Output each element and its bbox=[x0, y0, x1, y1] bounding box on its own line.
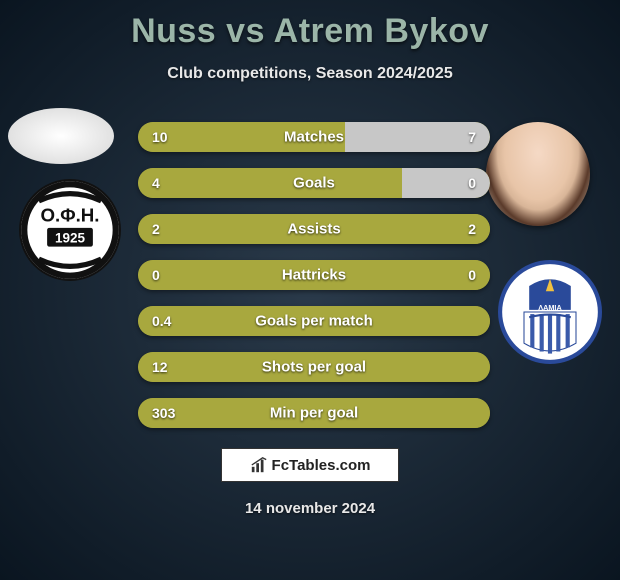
watermark: FcTables.com bbox=[221, 448, 399, 482]
chart-icon bbox=[250, 456, 268, 474]
stat-right-value: 0 bbox=[468, 175, 476, 191]
svg-text:Ο.Φ.Η.: Ο.Φ.Η. bbox=[41, 205, 100, 226]
stat-right-fill bbox=[402, 168, 490, 198]
svg-text:1925: 1925 bbox=[55, 230, 86, 245]
stat-left-fill bbox=[138, 168, 402, 198]
stat-row-assists: 2 Assists 2 bbox=[138, 214, 490, 244]
stat-label: Assists bbox=[287, 221, 340, 238]
svg-text:ΛΑΜΙΑ: ΛΑΜΙΑ bbox=[538, 303, 562, 312]
stat-row-hattricks: 0 Hattricks 0 bbox=[138, 260, 490, 290]
stats-block: 10 Matches 7 4 Goals 0 2 Assists 2 0 Hat… bbox=[138, 122, 490, 444]
club-logo-right: ΛΑΜΙΑ bbox=[498, 260, 602, 364]
stat-left-value: 4 bbox=[152, 175, 160, 191]
stat-label: Hattricks bbox=[282, 267, 346, 284]
stat-left-value: 12 bbox=[152, 359, 168, 375]
stat-row-goals: 4 Goals 0 bbox=[138, 168, 490, 198]
date-text: 14 november 2024 bbox=[245, 500, 375, 517]
stat-left-value: 0.4 bbox=[152, 313, 171, 329]
stat-label: Shots per goal bbox=[262, 359, 366, 376]
player-right-photo bbox=[486, 122, 590, 226]
stat-label: Matches bbox=[284, 129, 344, 146]
stat-left-value: 2 bbox=[152, 221, 160, 237]
player-left-photo bbox=[8, 108, 114, 164]
page-title: Nuss vs Atrem Bykov bbox=[0, 0, 620, 51]
stat-left-value: 0 bbox=[152, 267, 160, 283]
stat-label: Goals bbox=[293, 175, 335, 192]
watermark-text: FcTables.com bbox=[272, 457, 371, 474]
stat-label: Min per goal bbox=[270, 405, 358, 422]
stat-row-mpg: 303 Min per goal bbox=[138, 398, 490, 428]
stat-left-value: 10 bbox=[152, 129, 168, 145]
stat-label: Goals per match bbox=[255, 313, 373, 330]
stat-right-value: 0 bbox=[468, 267, 476, 283]
stat-right-value: 2 bbox=[468, 221, 476, 237]
stat-row-matches: 10 Matches 7 bbox=[138, 122, 490, 152]
stat-row-gpm: 0.4 Goals per match bbox=[138, 306, 490, 336]
subtitle: Club competitions, Season 2024/2025 bbox=[0, 65, 620, 83]
stat-row-spg: 12 Shots per goal bbox=[138, 352, 490, 382]
stat-right-value: 7 bbox=[468, 129, 476, 145]
club-logo-left: Ο.Φ.Η. 1925 bbox=[18, 178, 122, 282]
stat-left-value: 303 bbox=[152, 405, 175, 421]
